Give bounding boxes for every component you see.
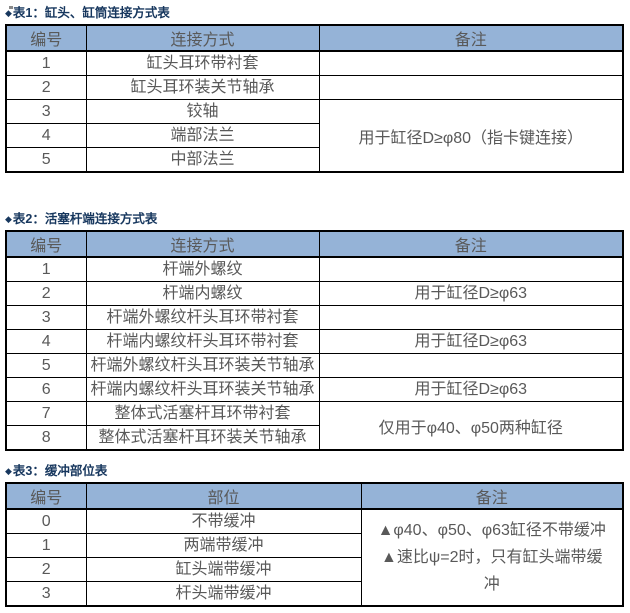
cell-no: 1 [5, 50, 87, 76]
table-1: 编号 连接方式 备注 1 缸头耳环带衬套 2 缸头耳环装关节轴承 3 铰轴 用于… [5, 24, 624, 173]
cell-no: 4 [5, 329, 87, 354]
cell-note: 用于缸径D≥φ63 [318, 329, 624, 354]
stray-mark [9, 6, 13, 9]
table-row: 4 端部法兰 [5, 123, 623, 148]
cell-no: 1 [5, 533, 87, 558]
cell-part: 不带缓冲 [85, 508, 362, 534]
cell-no: 3 [5, 305, 87, 330]
cell-note-merged: ▲φ40、φ50、φ63缸径不带缓冲 ▲速比ψ=2时，只有缸头端带缓 冲 [360, 508, 624, 607]
document-page: ◆表1：缸头、缸筒连接方式表 编号 连接方式 备注 1 缸头耳环带衬套 2 缸头… [0, 6, 630, 607]
table3-col-header-no: 编号 [5, 482, 87, 510]
cell-method: 缸头耳环带衬套 [85, 50, 320, 76]
diamond-bullet-icon: ◆ [5, 466, 12, 476]
table1-col-header-method: 连接方式 [85, 24, 320, 52]
table-row: 1 杆端外螺纹 [5, 256, 624, 282]
table2-col-header-no: 编号 [5, 230, 87, 258]
cell-method: 杆端内螺纹杆头耳环装关节轴承 [85, 377, 320, 402]
table-row: 2 缸头耳环装关节轴承 [5, 75, 624, 100]
table-row: 3 杆头端带缓冲 [5, 581, 623, 607]
table-row: 5 中部法兰 [5, 147, 623, 173]
note-line: 冲 [483, 576, 500, 593]
table3-header-row: 编号 部位 备注 [5, 482, 624, 510]
table-row: 7 整体式活塞杆耳环带衬套 仅用于φ40、φ50两种缸径 [5, 401, 624, 451]
cell-no: 0 [5, 508, 87, 534]
diamond-bullet-icon: ◆ [5, 8, 12, 18]
table2-title: ◆表2：活塞杆端连接方式表 [5, 212, 624, 227]
table2-col-header-note: 备注 [318, 230, 624, 258]
cell-part: 杆头端带缓冲 [85, 581, 362, 607]
table-row: 2 缸头端带缓冲 [5, 557, 623, 582]
cell-note: 用于缸径D≥φ63 [318, 377, 624, 402]
cell-no: 6 [5, 377, 87, 402]
diamond-bullet-icon: ◆ [5, 214, 12, 224]
cell-method: 端部法兰 [85, 123, 320, 148]
table-3: 编号 部位 备注 0 不带缓冲 ▲φ40、φ50、φ63缸径不带缓冲 ▲速比ψ=… [5, 482, 624, 607]
table2-col-header-method: 连接方式 [85, 230, 320, 258]
cell-no: 7 [5, 401, 87, 426]
cell-method: 杆端外螺纹杆头耳环装关节轴承 [85, 353, 320, 378]
cell-no: 3 [5, 99, 87, 124]
table1-col-header-no: 编号 [5, 24, 87, 52]
cell-no: 1 [5, 256, 87, 282]
cell-note [318, 353, 624, 378]
table2-title-text: 表2：活塞杆端连接方式表 [12, 212, 158, 226]
cell-note [318, 305, 624, 330]
table3-title-text: 表3：缓冲部位表 [12, 464, 108, 478]
cell-note [318, 50, 624, 76]
cell-note: 用于缸径D≥φ63 [318, 281, 624, 306]
cell-no: 3 [5, 581, 87, 607]
table3-col-header-part: 部位 [85, 482, 362, 510]
cell-note-merged: 用于缸径D≥φ80（指卡键连接） [318, 99, 624, 173]
table3-title: ◆表3：缓冲部位表 [5, 464, 624, 479]
cell-note [318, 75, 624, 100]
cell-method: 铰轴 [85, 99, 320, 124]
cell-no: 2 [5, 75, 87, 100]
cell-method: 杆端外螺纹 [85, 256, 320, 282]
table-2: 编号 连接方式 备注 1 杆端外螺纹 2 杆端内螺纹 用于缸径D≥φ63 3 杆… [5, 230, 624, 451]
table-row: 1 两端带缓冲 [5, 533, 623, 558]
cell-method: 缸头耳环装关节轴承 [85, 75, 320, 100]
table2-header-row: 编号 连接方式 备注 [5, 230, 624, 258]
cell-method: 杆端内螺纹 [85, 281, 320, 306]
cell-no: 5 [5, 147, 87, 173]
cell-note [318, 256, 624, 282]
table1-header-row: 编号 连接方式 备注 [5, 24, 624, 52]
table-row: 3 杆端外螺纹杆头耳环带衬套 [5, 305, 624, 330]
table-row: 4 杆端内螺纹杆头耳环带衬套 用于缸径D≥φ63 [5, 329, 624, 354]
table-row: 8 整体式活塞杆耳环装关节轴承 [5, 425, 623, 451]
table-row: 0 不带缓冲 ▲φ40、φ50、φ63缸径不带缓冲 ▲速比ψ=2时，只有缸头端带… [5, 508, 624, 607]
table-row: 5 杆端外螺纹杆头耳环装关节轴承 [5, 353, 624, 378]
table-row: 2 杆端内螺纹 用于缸径D≥φ63 [5, 281, 624, 306]
cell-no: 5 [5, 353, 87, 378]
table1-title-text: 表1：缸头、缸筒连接方式表 [12, 6, 170, 20]
cell-no: 2 [5, 557, 87, 582]
note-line: ▲φ40、φ50、φ63缸径不带缓冲 [377, 522, 606, 539]
table-row: 3 铰轴 用于缸径D≥φ80（指卡键连接） [5, 99, 624, 173]
cell-method: 杆端外螺纹杆头耳环带衬套 [85, 305, 320, 330]
table3-col-header-note: 备注 [360, 482, 624, 510]
cell-no: 8 [5, 425, 87, 451]
table1-title: ◆表1：缸头、缸筒连接方式表 [5, 6, 624, 21]
table1-col-header-note: 备注 [318, 24, 624, 52]
cell-part: 两端带缓冲 [85, 533, 362, 558]
note-line: ▲速比ψ=2时，只有缸头端带缓 [381, 549, 603, 566]
cell-no: 4 [5, 123, 87, 148]
cell-method: 中部法兰 [85, 147, 320, 173]
cell-method: 整体式活塞杆耳环装关节轴承 [85, 425, 320, 451]
cell-method: 整体式活塞杆耳环带衬套 [85, 401, 320, 426]
cell-method: 杆端内螺纹杆头耳环带衬套 [85, 329, 320, 354]
cell-part: 缸头端带缓冲 [85, 557, 362, 582]
table-row: 6 杆端内螺纹杆头耳环装关节轴承 用于缸径D≥φ63 [5, 377, 624, 402]
cell-note-merged: 仅用于φ40、φ50两种缸径 [318, 401, 624, 451]
table-row: 1 缸头耳环带衬套 [5, 50, 624, 76]
cell-no: 2 [5, 281, 87, 306]
merged-note-lines: ▲φ40、φ50、φ63缸径不带缓冲 ▲速比ψ=2时，只有缸头端带缓 冲 [362, 517, 622, 598]
